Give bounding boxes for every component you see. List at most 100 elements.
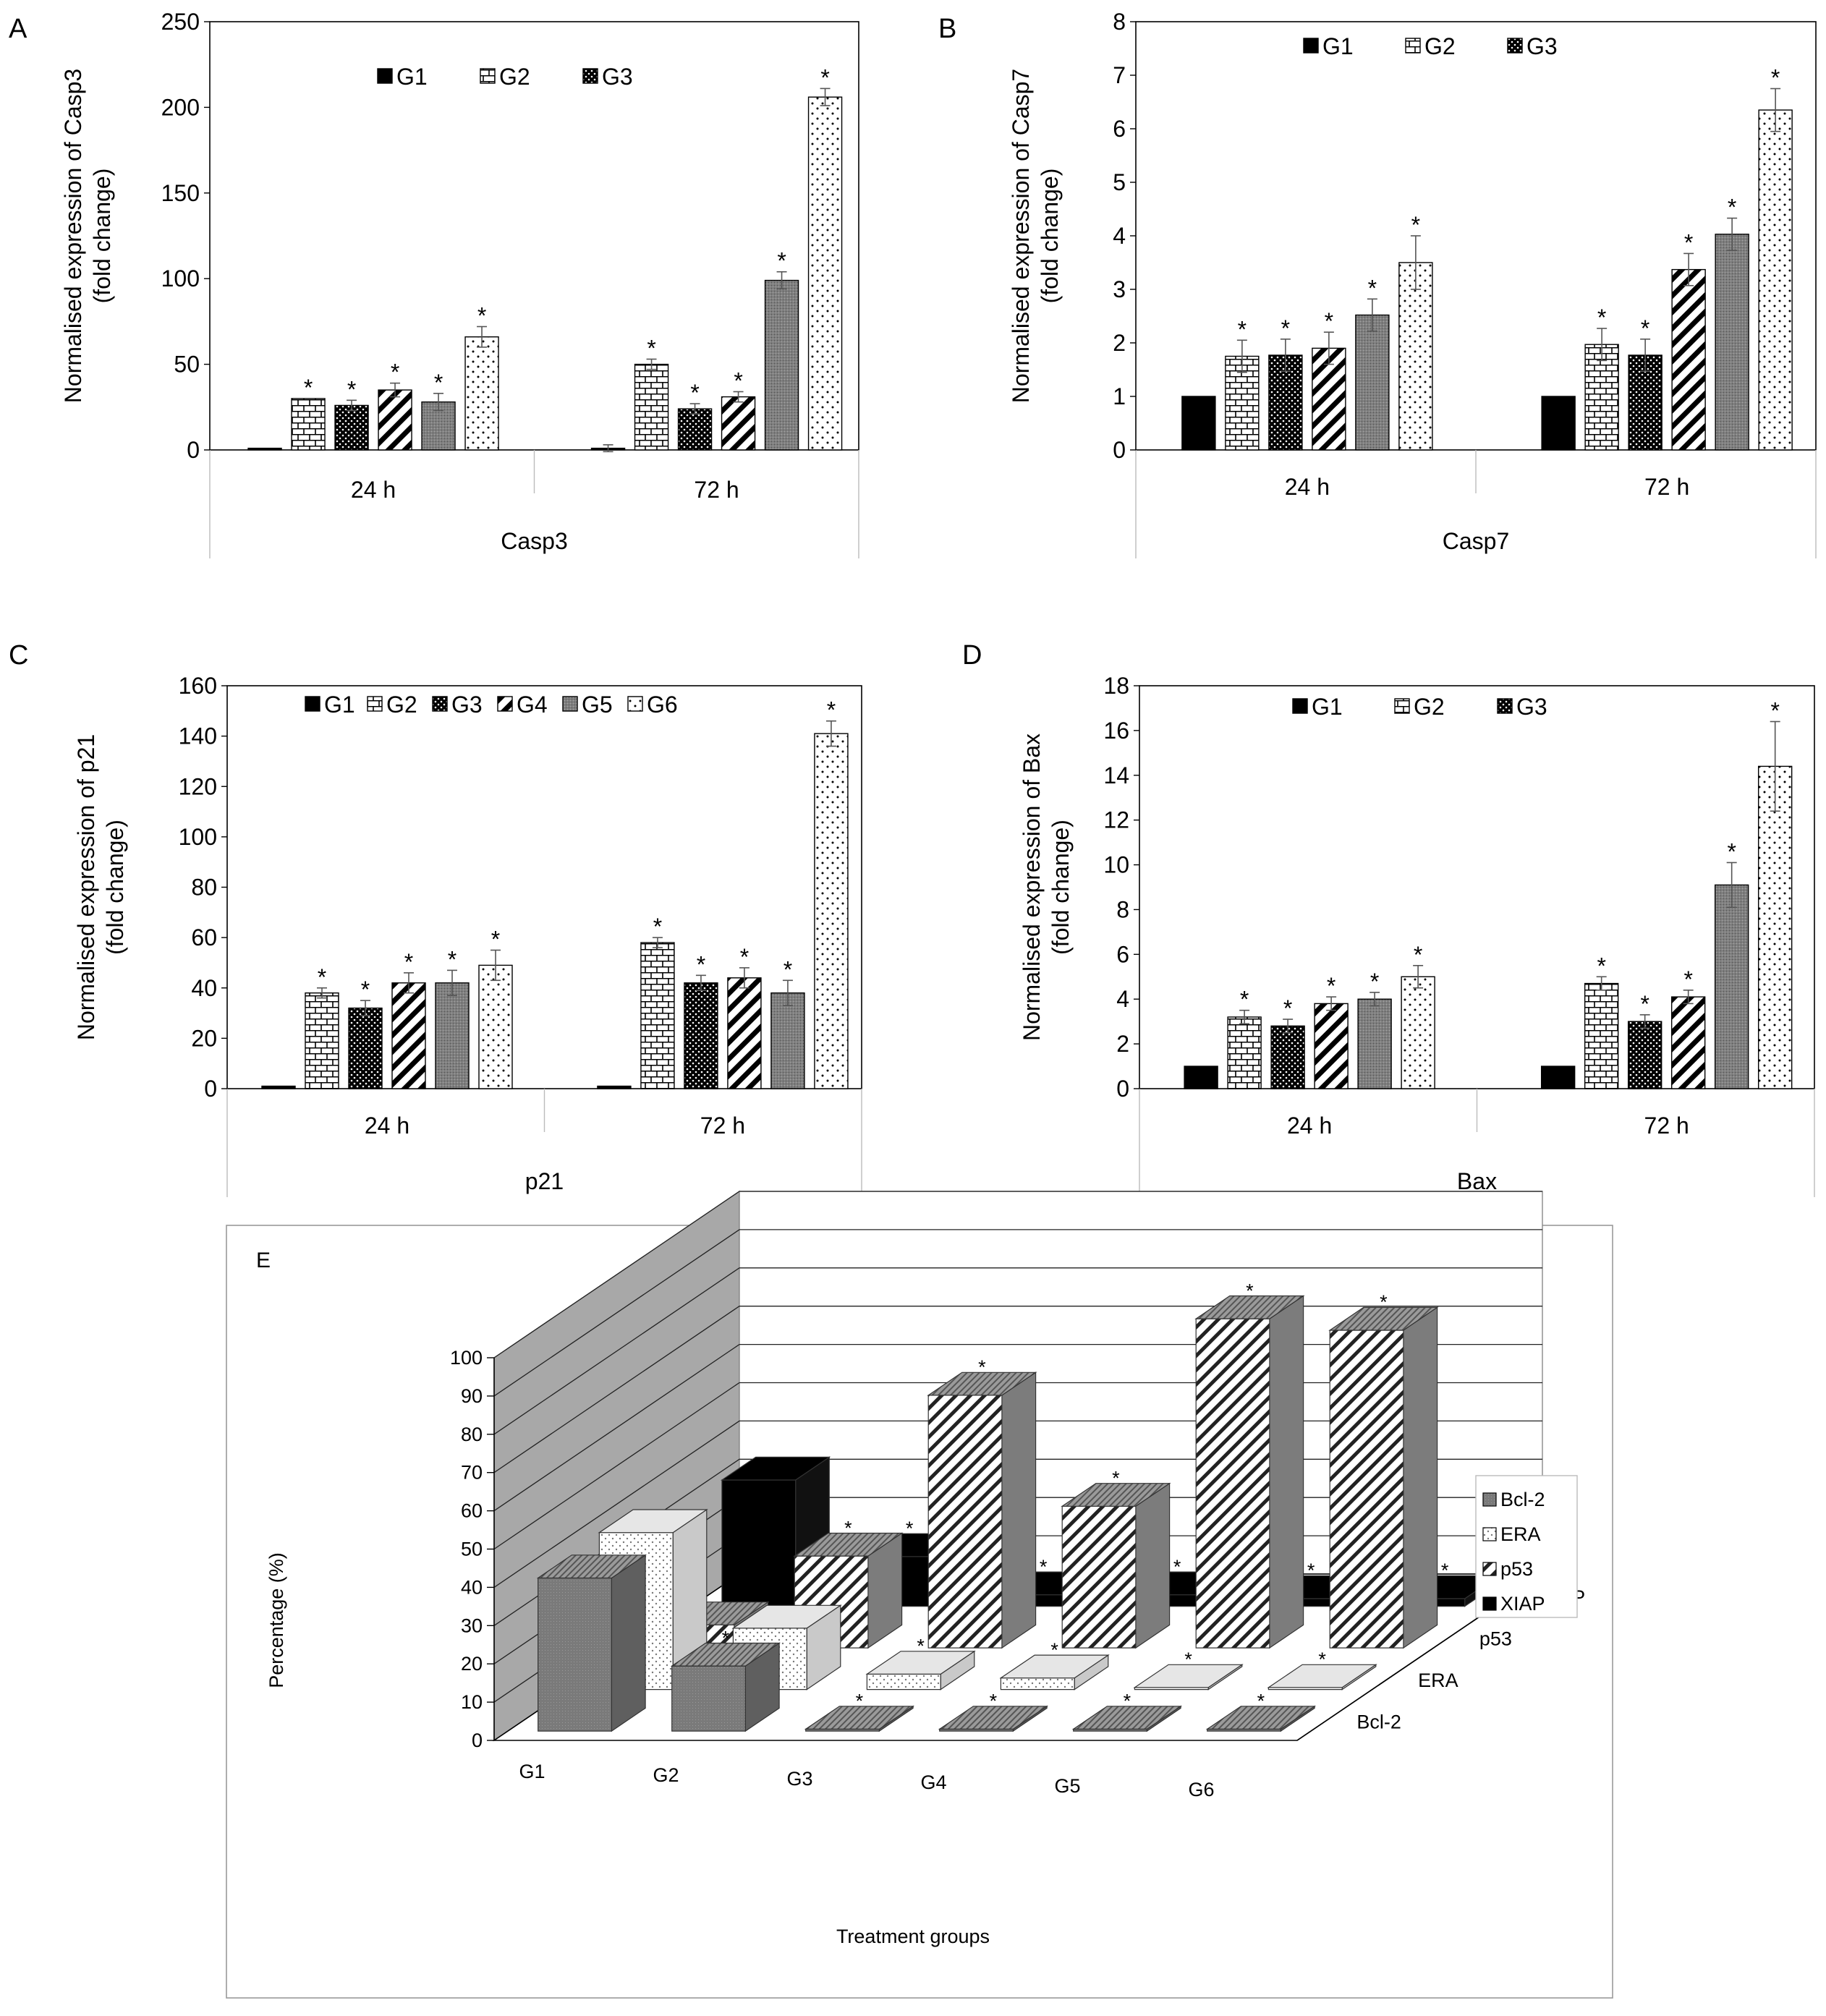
bar-top [1061, 1483, 1171, 1507]
bar-top [1071, 1706, 1183, 1730]
bar-top [793, 1532, 904, 1557]
bar-g6 [464, 336, 499, 451]
significance-marker: * [784, 956, 792, 982]
y-axis-label-line: (fold change) [1048, 820, 1074, 955]
bar-top [804, 1706, 915, 1730]
legend-swatch [1507, 38, 1523, 54]
bar-g3 [1627, 1021, 1662, 1089]
bar-g4 [378, 389, 412, 451]
bar-g6 [478, 964, 513, 1089]
y-tick-label: 4 [1113, 223, 1126, 249]
gridline [493, 1267, 1542, 1435]
bar-g1 [1181, 396, 1216, 451]
legend-label: G2 [1424, 33, 1456, 59]
significance-marker: * [1597, 305, 1606, 331]
bar-g2 [1584, 344, 1619, 451]
significance-marker: * [990, 1690, 998, 1712]
bar3d-p53 [1194, 1295, 1305, 1649]
bar-g6 [1758, 109, 1793, 451]
significance-marker: * [434, 370, 443, 396]
y-tick-label: 5 [1113, 169, 1126, 195]
y-tick-label: 10 [1103, 852, 1129, 878]
y-axis-label: Normalised expression of p21 (fold change… [73, 734, 128, 1040]
y-tick-label: 40 [191, 975, 217, 1001]
panel-c: C 0 20 40 60 80 100 120 140 160 Normalised express… [9, 640, 862, 1197]
bar-top [1267, 1664, 1377, 1688]
legend-label: G3 [451, 692, 483, 718]
y-tick-label: 120 [179, 773, 217, 799]
legend-swatch [497, 696, 513, 712]
legend-swatch [377, 68, 393, 84]
significance-marker: * [1173, 1556, 1181, 1578]
legend-swatch [1482, 1596, 1497, 1611]
bar-g5 [1355, 314, 1390, 451]
bar-front [927, 1395, 1003, 1649]
significance-marker: * [734, 367, 742, 394]
legend-swatch [1482, 1492, 1497, 1507]
y-axis-label-line: (fold change) [102, 820, 128, 955]
significance-marker: * [1597, 953, 1605, 979]
significance-marker: * [856, 1690, 864, 1712]
legend-label: G1 [324, 692, 355, 718]
y-axis-label: Normalised expression of Casp3 (fold chan… [60, 69, 115, 403]
legend-label: ERA [1500, 1523, 1541, 1545]
x-axis-label: p21 [525, 1168, 564, 1194]
category-label: 24 h [1285, 474, 1330, 500]
legend-label: G2 [499, 64, 530, 90]
y-tick-label: 20 [461, 1653, 483, 1675]
y-tick-label: 90 [461, 1385, 483, 1407]
bar-g6 [1401, 976, 1435, 1089]
significance-marker: * [347, 376, 356, 402]
significance-marker: * [844, 1517, 852, 1539]
significance-marker: * [391, 360, 399, 386]
significance-marker: * [1257, 1690, 1265, 1712]
y-tick-label: 200 [161, 94, 200, 120]
bar-front [1000, 1677, 1075, 1690]
legend-swatch [627, 696, 643, 712]
bar-g6 [807, 96, 843, 451]
y-tick-label: 80 [461, 1424, 483, 1445]
x-axis-label: Casp3 [501, 528, 568, 554]
bar-g1 [261, 1085, 296, 1089]
legend-swatch [1482, 1527, 1497, 1541]
bar-g2 [305, 992, 339, 1089]
depth-label: Bcl-2 [1356, 1711, 1401, 1732]
legend-label: G1 [1312, 694, 1343, 720]
bar-g5 [764, 279, 799, 451]
bar-g1 [1540, 1066, 1576, 1089]
panel-a: A 0 50 100 150 200 250 Normalised expression of… [9, 9, 859, 558]
bar-side [611, 1554, 646, 1732]
y-axis-label: Normalised expression of Casp7 (fold chan… [1008, 69, 1063, 403]
panel-letter: B [938, 14, 956, 44]
bar-top [720, 1456, 831, 1481]
category-label: G2 [653, 1764, 679, 1786]
y-tick-label: 6 [1113, 116, 1126, 142]
significance-marker: * [1441, 1560, 1449, 1581]
legend-label: G1 [1322, 33, 1354, 59]
category-label: G1 [519, 1761, 545, 1782]
y-tick-label: 0 [472, 1730, 483, 1751]
panel-b: B 0 1 2 3 4 5 6 7 8 Normalised expression of Casp7… [938, 9, 1817, 558]
significance-marker: * [1307, 1560, 1315, 1581]
y-axis-label: Percentage (%) [266, 1552, 287, 1688]
bar-g6 [1398, 262, 1433, 451]
legend-label: G2 [386, 692, 417, 718]
significance-marker: * [1728, 195, 1736, 221]
significance-marker: * [917, 1636, 925, 1657]
significance-marker: * [1380, 1291, 1388, 1313]
significance-marker: * [697, 951, 705, 977]
significance-marker: * [906, 1518, 914, 1539]
legend-swatch [1497, 698, 1513, 714]
gridline [493, 1191, 1542, 1358]
bar3d-era [1133, 1664, 1244, 1690]
depth-label: ERA [1418, 1670, 1458, 1691]
legend-swatch [1482, 1562, 1497, 1576]
bar3d-era [865, 1650, 976, 1690]
bar-g1 [1184, 1066, 1218, 1089]
significance-marker: * [1370, 969, 1379, 995]
bar3d-bcl-2 [804, 1705, 915, 1732]
category-label: G4 [920, 1772, 946, 1793]
y-tick-label: 60 [191, 924, 217, 950]
bar-top [999, 1654, 1110, 1679]
